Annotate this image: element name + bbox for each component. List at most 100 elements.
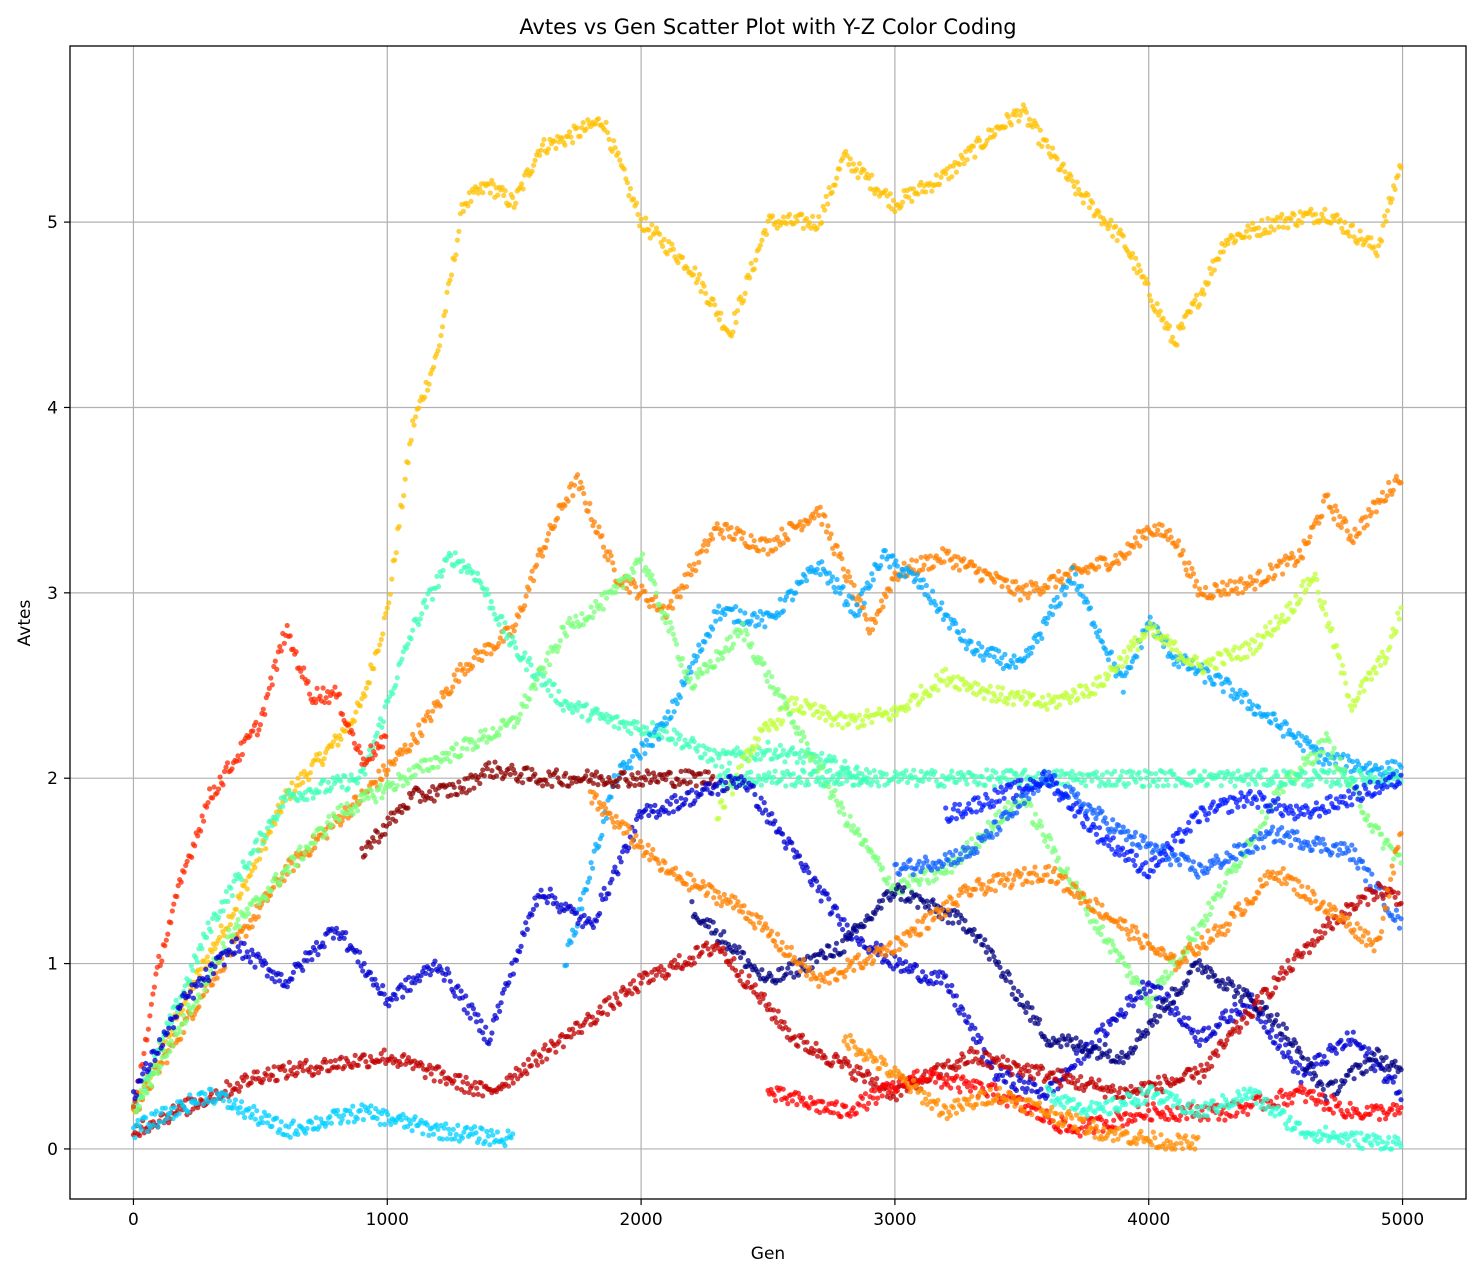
data-point (887, 191, 893, 197)
data-point (646, 771, 652, 777)
data-point (480, 190, 486, 196)
data-point (1147, 614, 1153, 620)
data-point (456, 779, 462, 785)
data-point (583, 887, 590, 893)
data-point (1216, 883, 1222, 889)
data-point (643, 725, 650, 731)
data-point (278, 809, 284, 815)
data-point (953, 620, 959, 627)
data-point (1191, 768, 1197, 774)
data-point (496, 622, 502, 628)
data-point (647, 732, 653, 738)
data-point (777, 596, 783, 602)
data-point (633, 584, 639, 590)
data-point (1398, 165, 1404, 171)
data-point (1093, 769, 1099, 775)
data-point (927, 692, 933, 699)
data-point (632, 782, 638, 789)
data-point (577, 896, 583, 902)
data-point (746, 758, 752, 764)
data-point (595, 116, 602, 122)
data-point (897, 573, 904, 579)
data-point (405, 641, 411, 647)
data-point (806, 220, 813, 226)
data-point (1205, 668, 1211, 674)
data-point (826, 753, 833, 759)
data-point (1004, 701, 1010, 707)
data-point (410, 418, 416, 424)
data-point (608, 553, 614, 559)
data-point (664, 251, 670, 257)
data-point (1009, 689, 1015, 695)
data-point (174, 893, 180, 900)
data-point (592, 121, 599, 127)
data-point (368, 788, 374, 794)
data-point (363, 685, 369, 691)
data-point (838, 800, 844, 806)
data-point (677, 732, 683, 739)
data-point (515, 778, 521, 784)
data-point (260, 706, 266, 712)
data-point (753, 257, 759, 263)
data-point (1283, 721, 1289, 727)
data-point (714, 521, 720, 527)
data-point (637, 223, 643, 229)
data-point (869, 172, 875, 178)
data-point (1334, 508, 1340, 514)
data-point (1299, 733, 1305, 739)
data-point (440, 567, 446, 574)
data-point (1180, 547, 1186, 554)
data-point (989, 698, 995, 704)
data-point (294, 862, 300, 869)
data-point (399, 656, 405, 662)
data-point (1213, 666, 1219, 672)
data-point (423, 604, 429, 610)
data-point (516, 716, 522, 723)
data-point (769, 779, 775, 786)
data-point (376, 786, 382, 792)
data-point (823, 717, 829, 723)
data-point (914, 572, 920, 578)
data-point (1326, 761, 1333, 767)
data-point (822, 513, 828, 519)
data-point (669, 625, 675, 631)
data-point (376, 768, 382, 774)
data-point (351, 740, 357, 746)
data-point (462, 671, 468, 677)
data-point (1303, 587, 1309, 593)
data-point (1232, 579, 1238, 585)
data-point (1323, 779, 1329, 785)
data-point (448, 272, 455, 278)
data-point (819, 521, 825, 527)
data-point (156, 953, 162, 960)
data-point (1385, 208, 1391, 214)
data-point (869, 571, 875, 577)
data-point (846, 721, 852, 727)
data-point (453, 252, 459, 258)
data-point (639, 583, 645, 589)
data-point (1110, 942, 1116, 948)
data-point (1314, 577, 1320, 583)
data-point (1395, 173, 1401, 179)
data-point (936, 181, 943, 187)
data-point (577, 133, 583, 139)
data-point (814, 225, 820, 231)
data-point (1226, 680, 1233, 686)
data-point (716, 815, 722, 821)
data-point (373, 779, 379, 785)
data-point (751, 266, 757, 272)
data-point (1116, 560, 1122, 567)
data-point (740, 530, 747, 536)
data-point (498, 769, 504, 775)
data-point (1382, 213, 1388, 219)
data-point (1051, 573, 1057, 580)
data-point (682, 737, 688, 743)
data-point (307, 770, 313, 776)
data-point (992, 693, 998, 699)
data-point (1101, 682, 1107, 688)
data-point (832, 787, 838, 794)
data-point (1303, 735, 1309, 741)
data-point (168, 1038, 174, 1044)
data-point (765, 551, 771, 557)
data-point (356, 775, 362, 781)
